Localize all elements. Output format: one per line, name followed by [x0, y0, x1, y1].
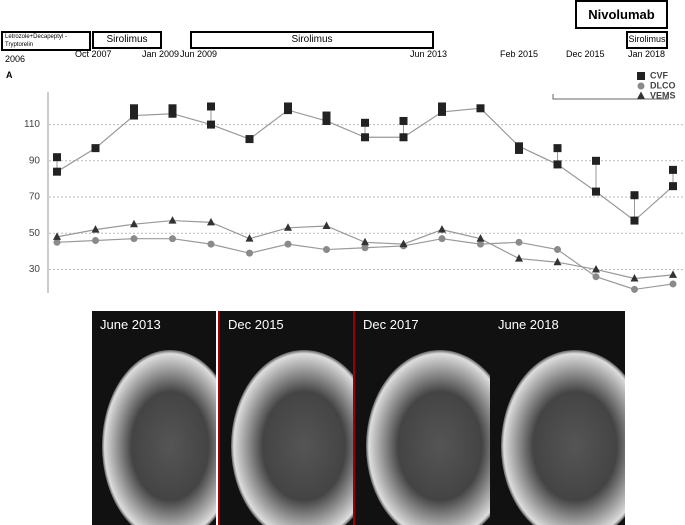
ct-image: Dec 2017: [353, 311, 490, 525]
marker: [515, 254, 523, 262]
marker: [92, 236, 99, 244]
marker: [207, 102, 215, 111]
marker: [168, 109, 177, 118]
marker: [669, 270, 677, 278]
bracket: [552, 94, 669, 100]
treatment-box: Letrozole+Decapeptyl - Tryptorelin: [1, 31, 91, 51]
marker: [477, 240, 484, 248]
marker: [91, 225, 100, 233]
y-tick-label: 30: [29, 264, 41, 275]
marker: [91, 144, 100, 153]
marker: [637, 91, 645, 99]
date-label: 2006: [5, 54, 26, 64]
marker: [284, 106, 292, 115]
y-tick-label: 50: [29, 228, 41, 239]
marker: [630, 191, 639, 200]
marker: [207, 217, 215, 226]
ct-label: June 2018: [498, 317, 559, 332]
marker: [207, 240, 215, 248]
marker: [53, 232, 61, 240]
marker: [476, 234, 485, 242]
marker: [130, 219, 138, 228]
marker: [476, 104, 485, 113]
treatment-box: Sirolimus: [190, 31, 434, 49]
marker: [168, 216, 177, 224]
marker: [438, 235, 446, 243]
marker: [438, 225, 446, 233]
marker: [245, 135, 254, 144]
marker: [130, 235, 138, 243]
date-label: Jan 2009: [142, 49, 180, 59]
ct-image: June 2018: [490, 311, 625, 525]
ct-label: June 2013: [100, 317, 161, 332]
treatment-box: Nivolumab: [575, 0, 668, 29]
marker: [637, 82, 645, 90]
marker: [592, 273, 600, 281]
marker: [245, 234, 254, 242]
y-tick-label: 90: [29, 155, 41, 166]
marker: [630, 274, 639, 282]
legend-label: VEMS: [650, 90, 676, 100]
marker: [246, 249, 253, 257]
date-label: Oct 2007: [75, 49, 112, 59]
marker: [631, 285, 638, 293]
marker: [438, 102, 446, 111]
marker: [553, 160, 562, 169]
date-label: Dec 2015: [566, 49, 605, 59]
marker: [554, 246, 561, 254]
marker: [438, 107, 446, 116]
legend-label: CVF: [650, 70, 669, 80]
y-tick-label: 110: [24, 119, 40, 130]
marker: [361, 118, 369, 127]
marker: [53, 153, 61, 162]
ct-image: Dec 2015: [218, 311, 353, 525]
date-label: Feb 2015: [500, 49, 539, 59]
marker: [169, 235, 176, 243]
marker: [515, 142, 523, 151]
marker: [399, 133, 408, 142]
marker: [361, 237, 369, 246]
ct-label: Dec 2015: [228, 317, 284, 332]
marker: [168, 104, 177, 113]
legend-label: DLCO: [650, 80, 676, 90]
marker: [130, 104, 138, 113]
marker: [322, 111, 331, 120]
marker: [284, 240, 292, 248]
marker: [592, 156, 600, 165]
marker: [669, 182, 677, 191]
marker: [630, 216, 639, 225]
marker: [592, 264, 600, 273]
marker: [207, 120, 215, 129]
marker: [284, 223, 292, 231]
panel-label: A: [6, 70, 13, 80]
marker: [553, 257, 562, 266]
ct-label: Dec 2017: [363, 317, 419, 332]
marker: [323, 246, 330, 254]
date-label: Jan 2018: [628, 49, 666, 59]
ct-image: June 2013: [92, 311, 216, 525]
marker: [322, 116, 331, 125]
treatment-box: Sirolimus: [92, 31, 162, 49]
date-label: Jun 2013: [410, 49, 448, 59]
marker: [553, 144, 562, 153]
marker: [53, 167, 61, 176]
marker: [592, 187, 600, 196]
treatment-box: Sirolimus: [626, 31, 668, 49]
marker: [322, 221, 331, 229]
marker: [130, 111, 138, 120]
marker: [399, 239, 408, 248]
marker: [515, 238, 523, 246]
date-label: Jun 2009: [180, 49, 218, 59]
marker: [361, 244, 369, 252]
marker: [53, 238, 61, 246]
marker: [637, 72, 645, 80]
marker: [399, 116, 408, 125]
marker: [361, 133, 369, 142]
y-tick-label: 70: [29, 192, 41, 203]
marker: [669, 165, 677, 174]
marker: [669, 280, 677, 288]
